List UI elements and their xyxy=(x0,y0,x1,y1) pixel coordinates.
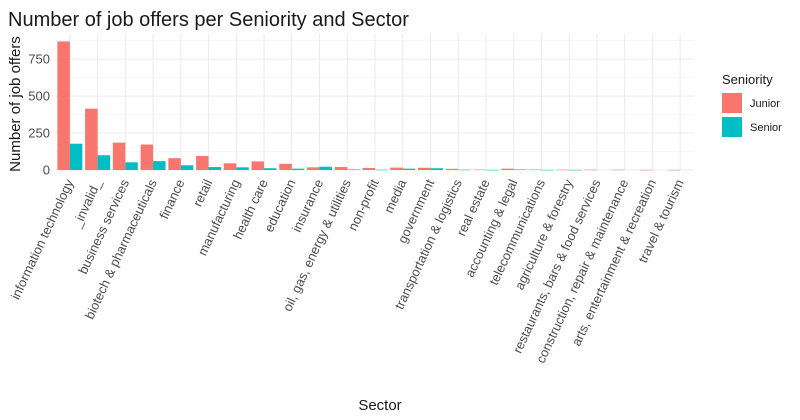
bar-junior xyxy=(223,163,237,170)
bar-junior xyxy=(112,142,126,170)
legend-swatch-junior xyxy=(722,93,742,113)
x-tick-label: finance xyxy=(156,177,187,221)
bar-junior xyxy=(418,167,431,170)
bar-senior xyxy=(375,169,388,171)
bar-junior xyxy=(168,158,181,170)
bar-senior xyxy=(208,167,222,170)
bar-junior xyxy=(501,168,514,170)
bar-senior xyxy=(430,168,443,170)
x-tick-label: retail xyxy=(190,177,216,209)
bar-junior xyxy=(667,169,681,171)
bar-junior xyxy=(556,169,570,171)
bar-senior xyxy=(569,169,582,171)
bar-junior xyxy=(390,167,403,170)
bar-junior xyxy=(57,41,70,170)
y-tick-label: 500 xyxy=(28,89,50,104)
legend: Seniority Junior Senior xyxy=(722,72,782,137)
bar-senior xyxy=(347,169,360,170)
bar-senior xyxy=(291,168,305,170)
bar-senior xyxy=(264,168,277,170)
bar-senior xyxy=(513,169,527,170)
bar-senior xyxy=(97,155,111,170)
legend-label-junior: Junior xyxy=(750,98,780,110)
y-tick-label: 750 xyxy=(28,52,50,67)
y-tick-label: 0 xyxy=(43,163,50,178)
bar-junior xyxy=(612,169,625,171)
bar-junior xyxy=(584,169,597,171)
bar-junior xyxy=(639,169,653,171)
bar-junior xyxy=(85,108,98,170)
bar-junior xyxy=(196,155,209,170)
bar-junior xyxy=(528,169,542,171)
bar-senior xyxy=(485,169,499,171)
bar-junior xyxy=(445,168,459,170)
bar-junior xyxy=(362,167,375,170)
bar-junior xyxy=(140,144,154,170)
y-tick-label: 250 xyxy=(28,126,50,141)
bar-senior xyxy=(458,169,471,171)
x-tick-label: information technology xyxy=(8,176,77,301)
bar-senior xyxy=(319,166,332,170)
bar-junior xyxy=(473,169,486,171)
chart-title: Number of job offers per Seniority and S… xyxy=(8,9,409,31)
bar-senior xyxy=(236,167,249,170)
legend-label-senior: Senior xyxy=(750,122,782,134)
bar-senior xyxy=(153,161,166,170)
bar-senior xyxy=(180,165,194,170)
bar-junior xyxy=(334,167,348,170)
bar-junior xyxy=(307,167,320,170)
y-axis-title: Number of job offers xyxy=(7,36,24,172)
legend-title: Seniority xyxy=(722,72,773,87)
y-axis-ticks: 0 250 500 750 xyxy=(28,52,50,178)
bar-senior xyxy=(125,162,138,170)
bar-senior xyxy=(69,143,83,170)
bar-junior xyxy=(251,161,265,170)
x-axis-title: Sector xyxy=(358,397,401,414)
bar-senior xyxy=(402,168,416,170)
bar-junior xyxy=(279,163,292,170)
x-axis-ticks: information technology_invalid_business … xyxy=(8,176,687,365)
x-tick-label: media xyxy=(381,176,410,215)
bars xyxy=(57,41,681,171)
legend-swatch-senior xyxy=(722,117,742,137)
bar-senior xyxy=(541,169,554,171)
